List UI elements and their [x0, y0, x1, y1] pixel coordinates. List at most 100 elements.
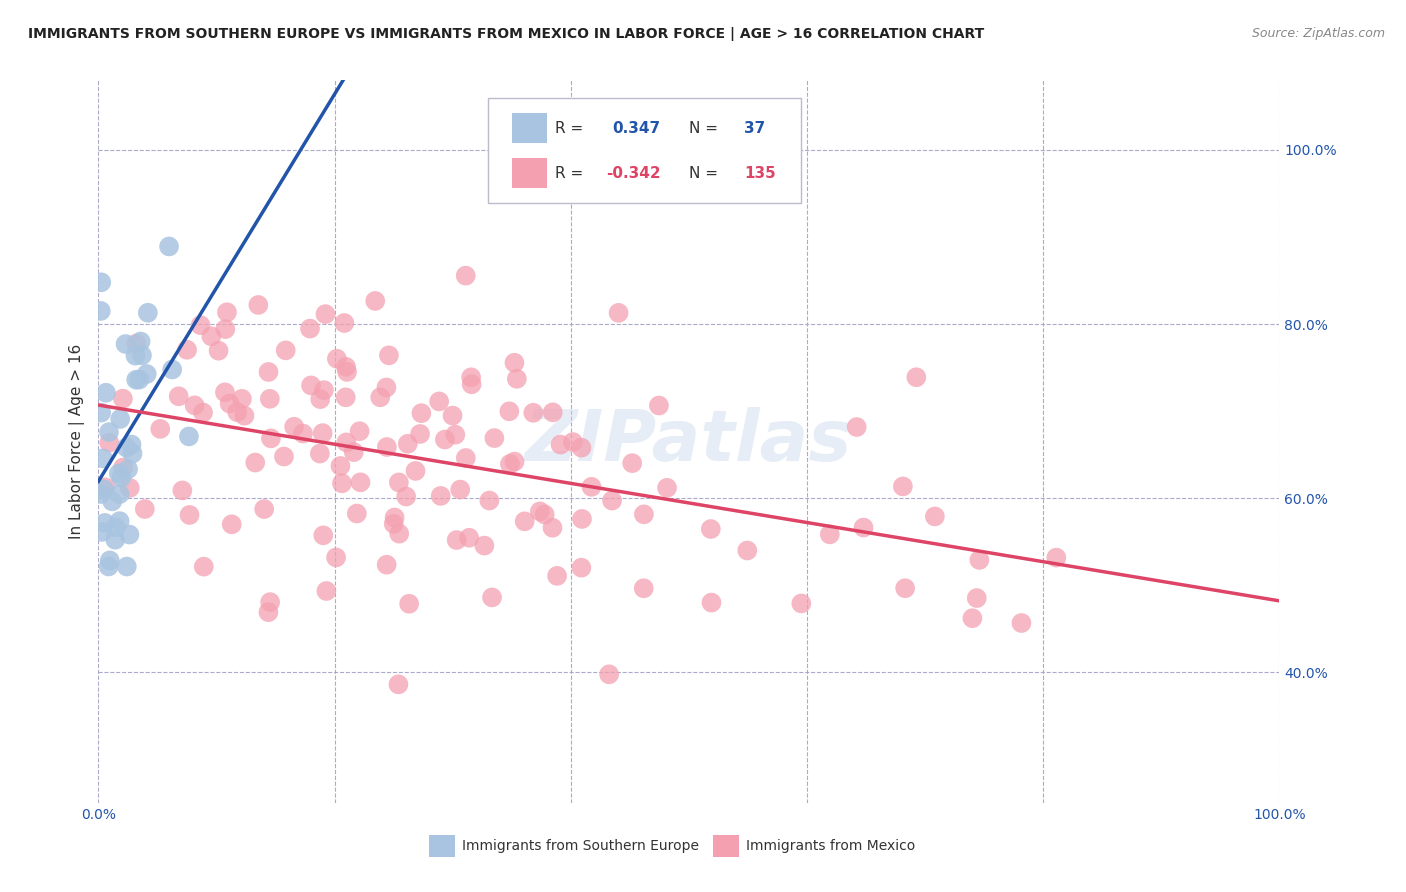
Point: [247, 298, 270, 312]
Point: [314, 307, 336, 321]
Point: [274, 343, 297, 358]
Point: [90, 304, 112, 318]
Point: [335, 435, 357, 450]
Point: [134, 502, 156, 516]
Point: [581, 480, 603, 494]
Point: [405, 464, 427, 478]
Point: [335, 359, 357, 374]
Point: [90, 275, 112, 289]
Point: [259, 392, 281, 406]
Point: [481, 591, 503, 605]
Point: [94, 385, 117, 400]
Point: [818, 527, 841, 541]
Point: [257, 365, 280, 379]
Point: [128, 373, 150, 387]
Point: [962, 611, 984, 625]
Text: N =: N =: [689, 120, 723, 136]
Point: [326, 351, 349, 366]
Point: [231, 392, 253, 406]
Point: [621, 456, 644, 470]
Point: [364, 293, 387, 308]
Point: [924, 509, 946, 524]
Point: [541, 521, 564, 535]
Point: [561, 435, 583, 450]
Point: [167, 389, 190, 403]
Point: [633, 508, 655, 522]
Point: [245, 456, 267, 470]
Point: [94, 480, 117, 494]
Point: [388, 475, 411, 490]
Point: [329, 458, 352, 473]
Text: R =: R =: [555, 166, 589, 181]
Point: [98, 425, 121, 439]
Point: [541, 405, 564, 419]
Point: [121, 446, 143, 460]
Point: [136, 306, 159, 320]
Point: [571, 560, 593, 574]
Point: [433, 433, 456, 447]
Point: [398, 597, 420, 611]
Point: [700, 596, 723, 610]
Point: [411, 406, 433, 420]
Point: [214, 322, 236, 336]
Point: [312, 528, 335, 542]
Point: [260, 431, 283, 445]
FancyBboxPatch shape: [488, 98, 801, 203]
Point: [121, 437, 143, 451]
Text: 0.347: 0.347: [612, 120, 661, 136]
Point: [104, 520, 127, 534]
Point: [387, 677, 409, 691]
Point: [499, 457, 522, 471]
Point: [312, 383, 335, 397]
Point: [115, 441, 138, 455]
Point: [157, 239, 180, 253]
Point: [571, 441, 593, 455]
Point: [349, 424, 371, 438]
Point: [598, 667, 620, 681]
Point: [966, 591, 988, 605]
Text: R =: R =: [555, 120, 589, 136]
Text: 135: 135: [744, 166, 776, 181]
Point: [215, 305, 238, 319]
Point: [648, 399, 671, 413]
Point: [98, 435, 121, 450]
Point: [98, 553, 121, 567]
Bar: [512, 158, 547, 188]
Point: [191, 405, 214, 419]
Point: [107, 467, 129, 481]
Point: [101, 494, 124, 508]
Point: [309, 446, 332, 460]
Point: [283, 419, 305, 434]
Point: [375, 558, 398, 572]
Point: [368, 390, 391, 404]
Point: [969, 553, 991, 567]
Point: [852, 520, 875, 534]
Point: [117, 462, 139, 476]
Point: [503, 454, 526, 468]
Point: [125, 336, 148, 351]
Point: [112, 460, 135, 475]
Point: [118, 481, 141, 495]
Point: [905, 370, 928, 384]
Point: [522, 406, 544, 420]
Point: [533, 508, 555, 522]
Point: [131, 348, 153, 362]
Point: [104, 533, 127, 547]
Point: [449, 483, 471, 497]
Point: [571, 512, 593, 526]
Point: [118, 527, 141, 541]
Point: [325, 550, 347, 565]
Point: [458, 531, 481, 545]
Point: [655, 481, 678, 495]
Point: [190, 318, 212, 333]
Point: [330, 476, 353, 491]
Point: [200, 329, 222, 343]
Text: IMMIGRANTS FROM SOUTHERN EUROPE VS IMMIGRANTS FROM MEXICO IN LABOR FORCE | AGE >: IMMIGRANTS FROM SOUTHERN EUROPE VS IMMIG…: [28, 27, 984, 41]
Point: [441, 409, 464, 423]
Bar: [512, 113, 547, 144]
Point: [160, 362, 183, 376]
Point: [214, 385, 236, 400]
Point: [129, 334, 152, 349]
Point: [474, 539, 496, 553]
Point: [207, 343, 229, 358]
